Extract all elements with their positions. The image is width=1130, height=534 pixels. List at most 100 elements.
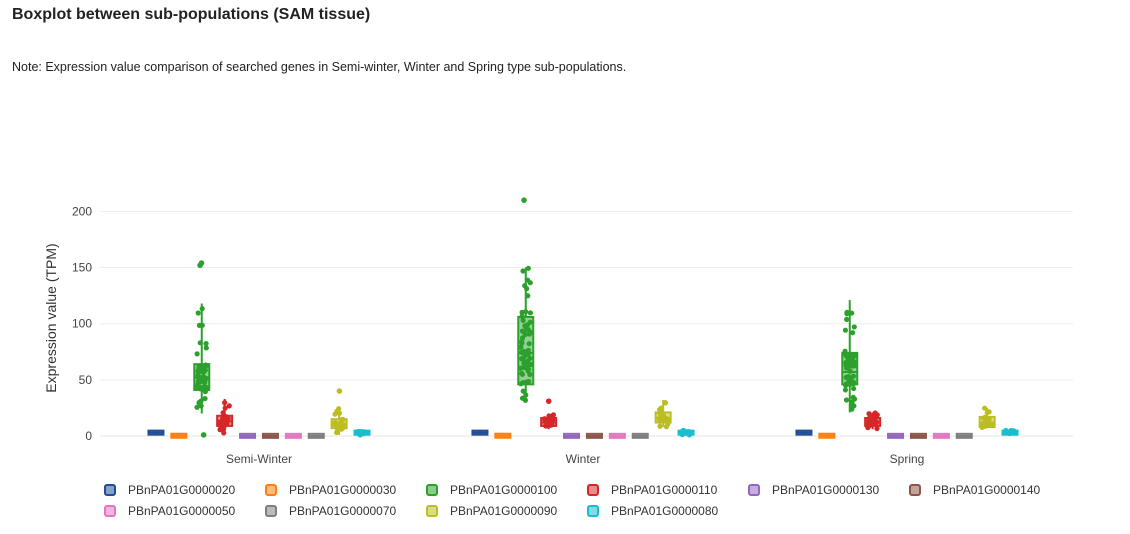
x-tick-label: Spring <box>890 452 925 466</box>
data-point <box>866 423 872 429</box>
grid-layer <box>100 210 1073 437</box>
chart-legend[interactable]: PBnPA01G0000020 PBnPA01G0000030 PBnPA01G00… <box>104 482 1104 519</box>
legend-item[interactable]: PBnPA01G0000090 <box>426 503 587 519</box>
box-layer[interactable] <box>147 197 1019 439</box>
box-PBnPA01G0000080-Spring[interactable] <box>1001 427 1019 437</box>
legend-label: PBnPA01G0000020 <box>128 483 236 497</box>
data-point <box>527 319 533 325</box>
box-PBnPA01G0000110-Semi-Winter[interactable] <box>216 398 234 436</box>
data-point <box>663 418 670 424</box>
data-point <box>520 268 526 274</box>
box-PBnPA01G0000020-Spring[interactable] <box>795 429 813 436</box>
data-point <box>527 310 534 316</box>
data-point <box>199 306 205 312</box>
data-point <box>194 404 200 410</box>
data-point <box>842 348 848 354</box>
data-point <box>526 341 532 347</box>
data-point <box>985 420 991 426</box>
data-point <box>196 385 202 391</box>
data-point <box>867 416 873 422</box>
data-point <box>849 402 855 409</box>
y-tick-label: 0 <box>85 429 92 443</box>
data-point <box>874 425 880 432</box>
data-point <box>221 424 227 431</box>
data-point <box>872 421 878 427</box>
legend-swatch <box>104 484 116 496</box>
data-point <box>525 277 531 283</box>
data-point <box>842 327 849 333</box>
box-PBnPA01G0000100-Spring[interactable] <box>841 300 859 413</box>
box-PBnPA01G0000110-Winter[interactable] <box>540 398 558 430</box>
legend-item[interactable]: PBnPA01G0000110 <box>587 482 748 498</box>
box-PBnPA01G0000130-Winter[interactable] <box>563 432 581 439</box>
box-PBnPA01G0000140-Semi-Winter[interactable] <box>261 432 279 439</box>
legend-label: PBnPA01G0000080 <box>611 504 719 518</box>
data-point <box>521 348 527 355</box>
box-PBnPA01G0000090-Semi-Winter[interactable] <box>330 388 348 436</box>
box-PBnPA01G0000070-Semi-Winter[interactable] <box>307 432 325 439</box>
data-point <box>336 406 342 412</box>
data-point <box>197 340 203 346</box>
legend-label: PBnPA01G0000140 <box>933 483 1041 497</box>
box-PBnPA01G0000110-Spring[interactable] <box>864 410 882 432</box>
box-PBnPA01G0000080-Winter[interactable] <box>677 427 695 438</box>
box-PBnPA01G0000030-Spring[interactable] <box>818 432 836 439</box>
legend-item[interactable]: PBnPA01G0000070 <box>265 503 426 519</box>
boxplot-chart: Expression value (TPM) 0 50 100 150 200 Semi-… <box>43 197 1073 466</box>
data-point <box>203 341 209 347</box>
legend-item[interactable]: PBnPA01G0000130 <box>748 482 909 498</box>
data-point <box>203 345 209 351</box>
box-PBnPA01G0000140-Spring[interactable] <box>909 432 927 439</box>
legend-item[interactable]: PBnPA01G0000050 <box>104 503 265 519</box>
data-point <box>526 378 532 385</box>
box-PBnPA01G0000090-Winter[interactable] <box>654 399 672 430</box>
data-point <box>523 359 529 365</box>
box-PBnPA01G0000140-Winter[interactable] <box>585 432 603 439</box>
box-PBnPA01G0000020-Semi-Winter[interactable] <box>147 429 165 436</box>
data-point <box>203 362 209 368</box>
outlier-point <box>336 388 343 394</box>
data-point <box>221 430 227 436</box>
data-point <box>519 356 525 362</box>
legend-swatch <box>104 505 116 517</box>
legend-item[interactable]: PBnPA01G0000140 <box>909 482 1070 498</box>
data-point <box>525 347 531 353</box>
data-point <box>550 412 557 418</box>
data-point <box>520 317 526 324</box>
data-point <box>549 422 555 428</box>
box-PBnPA01G0000080-Semi-Winter[interactable] <box>353 428 371 438</box>
legend-label: PBnPA01G0000100 <box>450 483 558 497</box>
data-point <box>198 403 204 409</box>
legend-item[interactable]: PBnPA01G0000030 <box>265 482 426 498</box>
box-PBnPA01G0000130-Spring[interactable] <box>887 432 905 439</box>
data-point <box>680 427 687 434</box>
legend-swatch <box>426 505 438 517</box>
box-PBnPA01G0000030-Winter[interactable] <box>494 432 512 439</box>
legend-item[interactable]: PBnPA01G0000100 <box>426 482 587 498</box>
box-PBnPA01G0000100-Semi-Winter[interactable] <box>193 260 211 438</box>
box-PBnPA01G0000050-Winter[interactable] <box>608 432 626 439</box>
data-point <box>851 324 857 330</box>
data-point <box>844 311 850 317</box>
legend-swatch <box>587 484 599 496</box>
box-PBnPA01G0000100-Winter[interactable] <box>517 197 535 403</box>
box-PBnPA01G0000050-Spring[interactable] <box>932 432 950 439</box>
data-point <box>336 410 343 416</box>
data-point <box>850 394 856 400</box>
box-PBnPA01G0000130-Semi-Winter[interactable] <box>239 432 257 439</box>
legend-item[interactable]: PBnPA01G0000020 <box>104 482 265 498</box>
box-PBnPA01G0000030-Semi-Winter[interactable] <box>170 432 188 439</box>
outlier-point <box>197 262 203 269</box>
box-PBnPA01G0000090-Spring[interactable] <box>978 405 996 430</box>
data-point <box>982 405 988 411</box>
box-PBnPA01G0000020-Winter[interactable] <box>471 429 489 436</box>
data-point <box>522 397 529 403</box>
box-PBnPA01G0000050-Semi-Winter[interactable] <box>284 432 302 439</box>
legend-item[interactable]: PBnPA01G0000080 <box>587 503 748 519</box>
data-point <box>872 412 878 418</box>
data-point <box>525 327 531 333</box>
data-point <box>657 423 663 429</box>
x-tick-label: Winter <box>566 452 601 466</box>
box-PBnPA01G0000070-Winter[interactable] <box>631 432 649 439</box>
box-PBnPA01G0000070-Spring[interactable] <box>955 432 973 439</box>
